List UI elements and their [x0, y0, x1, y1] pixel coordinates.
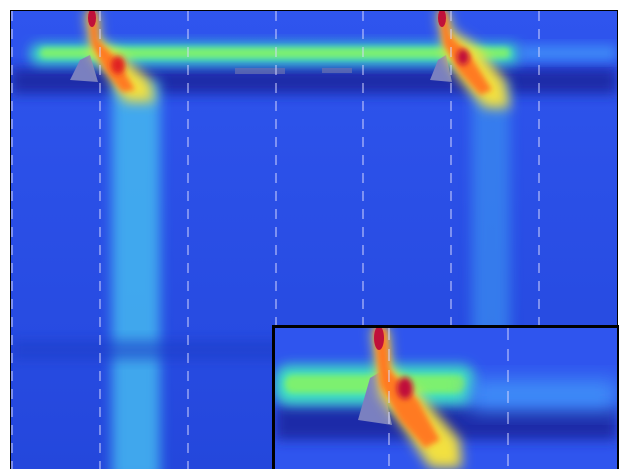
- heatmap-screenshot: [0, 0, 619, 469]
- page: [0, 0, 619, 469]
- inset-heatmap: [275, 326, 617, 469]
